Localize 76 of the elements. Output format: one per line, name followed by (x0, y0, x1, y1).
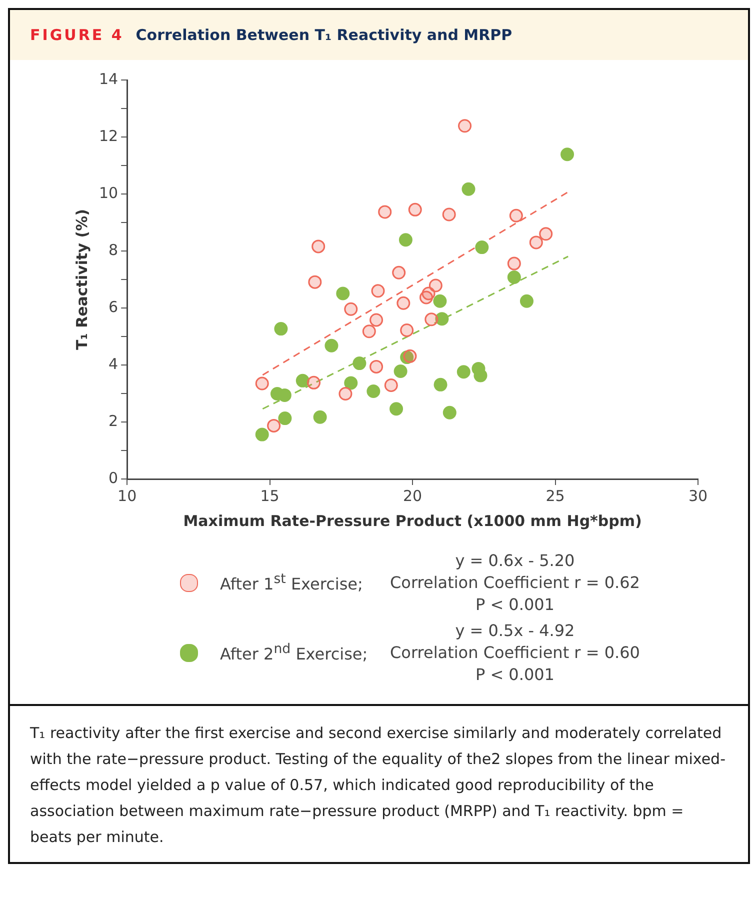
point (390, 402, 404, 416)
y-tick-label: 14 (98, 70, 118, 88)
point (442, 406, 456, 420)
point (312, 240, 326, 254)
point (458, 119, 472, 133)
point (255, 376, 269, 390)
point (400, 323, 414, 337)
point (307, 376, 321, 390)
point (267, 418, 281, 432)
point (396, 296, 410, 310)
x-tick-label: 15 (260, 486, 280, 505)
point (344, 302, 358, 316)
point (313, 410, 327, 424)
x-axis-title: Maximum Rate-Pressure Product (x1000 mm Hg*bpm) (183, 512, 642, 530)
point (324, 338, 338, 352)
point (434, 378, 448, 392)
x-tick-label: 25 (546, 486, 565, 505)
point (428, 278, 442, 292)
point (560, 148, 574, 162)
y-tick-label: 2 (108, 412, 118, 430)
y-tick-label: 4 (108, 354, 118, 373)
point (403, 349, 417, 363)
point (384, 378, 398, 392)
text: P < 0.001 (474, 594, 556, 616)
point (370, 313, 384, 327)
point (424, 312, 438, 326)
point (408, 202, 422, 216)
y-tick-label: 8 (108, 240, 118, 259)
point (362, 324, 376, 338)
point (394, 364, 408, 378)
text: P < 0.001 (474, 664, 556, 686)
x-tick-label: 20 (402, 486, 422, 505)
point (539, 227, 553, 241)
point (529, 236, 543, 250)
chart-title: Correlation Between T₁ Reactivity and MRPP (136, 26, 512, 44)
point (442, 208, 456, 222)
y-tick-label: 0 (108, 468, 118, 487)
point (435, 312, 449, 326)
x-tick-label: 30 (688, 486, 708, 505)
y-tick-label: 12 (98, 126, 118, 145)
point (255, 428, 269, 442)
point (456, 365, 470, 379)
point (308, 275, 322, 289)
point (278, 412, 292, 426)
point (352, 356, 366, 370)
point (433, 294, 447, 308)
point (507, 270, 521, 284)
chart-subtitle: FIGURE 4 (30, 26, 124, 44)
point (336, 286, 350, 300)
legend-label: After 2$^{nd}$ Exercise; (220, 642, 369, 664)
text: T₁ reactivity after the first exercise and second exercise similarly and moderately correlated with the rate−pressure product. Testing of the equality of the2 slopes from the linear mixed-effects model yielded a p value of 0.57, which indicated good reproducibility of the association between maximum rate−pressure product (MRPP) and T₁ reactivity. bpm = beats per minute. (30, 723, 726, 848)
point (370, 360, 384, 374)
y-tick-label: 6 (108, 298, 118, 316)
point (371, 284, 385, 298)
point (474, 368, 488, 382)
point (475, 240, 489, 254)
text: Correlation Coefficient r = 0.60 (390, 642, 640, 664)
point (378, 205, 392, 219)
point (507, 256, 521, 270)
point (296, 374, 310, 388)
legend-label: After 1$^{st}$ Exercise; (220, 572, 364, 594)
text: y = 0.5x - 4.92 (454, 620, 576, 642)
text: y = 0.6x - 5.20 (454, 550, 576, 572)
point (274, 322, 288, 336)
point (366, 384, 380, 398)
text: Correlation Coefficient r = 0.62 (390, 572, 640, 594)
point (400, 350, 414, 364)
point (520, 294, 534, 308)
point (462, 182, 476, 196)
point (509, 208, 523, 222)
point (344, 376, 358, 390)
point (392, 266, 406, 280)
y-tick-label: 10 (98, 184, 118, 202)
point (338, 387, 352, 401)
point (398, 233, 412, 247)
y-axis-title: T₁ Reactivity (%) (72, 209, 91, 350)
